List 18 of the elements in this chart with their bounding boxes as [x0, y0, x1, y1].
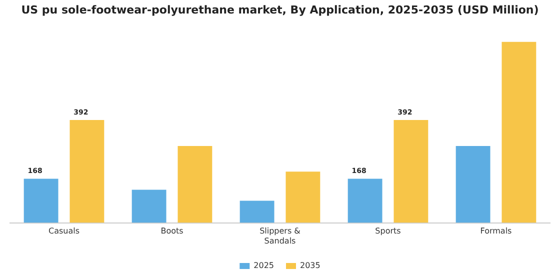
chart-title: US pu sole-footwear-polyurethane market, By Application, 2025-2035 (USD Million)	[21, 3, 539, 16]
bar	[240, 200, 274, 223]
bar	[286, 172, 320, 223]
x-tick-label: Casuals	[48, 226, 80, 236]
bar	[24, 178, 58, 223]
bar	[348, 178, 382, 223]
x-tick-label: Boots	[160, 226, 184, 236]
legend-label: 2025	[254, 261, 274, 270]
bar	[502, 42, 536, 223]
bar	[132, 190, 166, 223]
x-tick-label: Sports	[375, 226, 401, 236]
x-tick-label: Formals	[480, 226, 512, 236]
bar	[178, 146, 212, 223]
bar	[456, 146, 490, 223]
x-tick-label: Slippers & Sandals	[260, 226, 300, 246]
legend-label: 2035	[300, 261, 320, 270]
bar	[394, 120, 428, 223]
bar	[70, 120, 104, 223]
